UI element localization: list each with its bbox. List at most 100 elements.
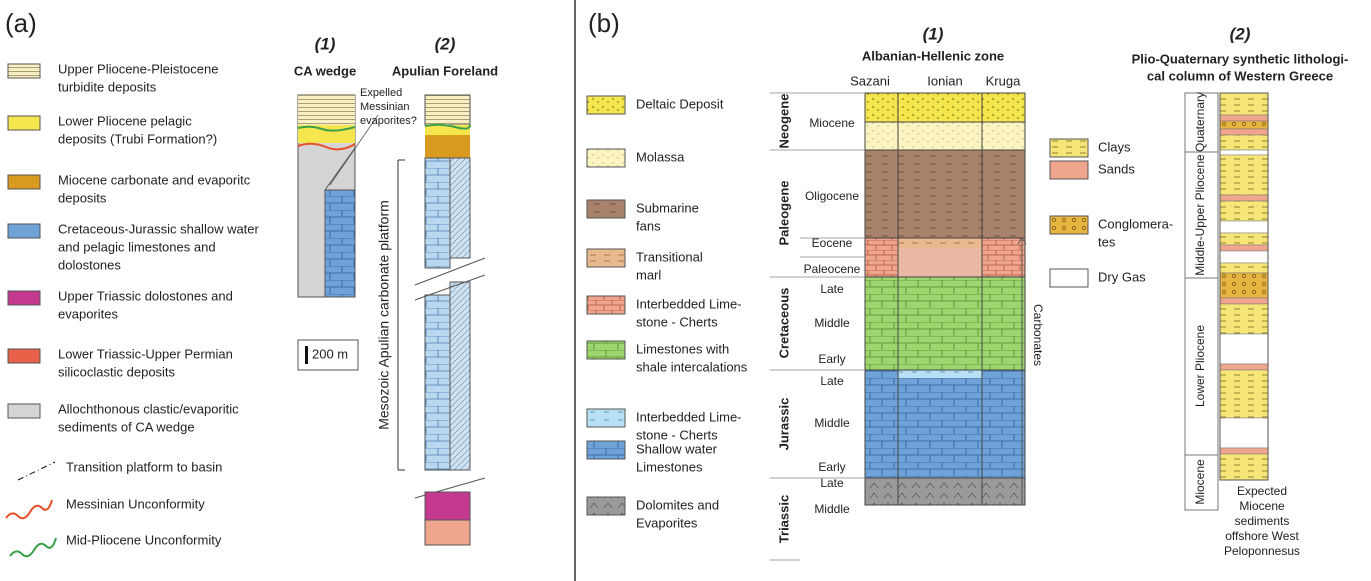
note: Miocene (1239, 499, 1285, 513)
swatch (1050, 161, 1088, 179)
legend-label: Clays (1098, 139, 1131, 154)
layer (1220, 150, 1268, 155)
legend-line (6, 500, 52, 518)
legend-label: Deltaic Deposit (636, 96, 724, 111)
legend-label: Molassa (636, 149, 685, 164)
legend-label: deposits (58, 190, 107, 205)
layer (1220, 273, 1268, 298)
swatch (8, 224, 40, 238)
figure: (a)Upper Pliocene-Pleistoceneturbidite d… (0, 0, 1371, 581)
vertical-label: Mesozoic Apulian carbonate platform (376, 200, 392, 430)
epoch-label: Late (820, 476, 844, 490)
legend-label: marl (636, 267, 661, 282)
note: Expected (1237, 484, 1287, 498)
swatch (1050, 216, 1088, 234)
column-number: (2) (435, 34, 456, 53)
legend-label: Transition platform to basin (66, 459, 222, 474)
swatch (587, 341, 625, 359)
layer (1220, 304, 1268, 334)
swatch (8, 349, 40, 363)
legend-label: Interbedded Lime- (636, 296, 742, 311)
column-title: Albanian-Hellenic zone (862, 48, 1004, 63)
column-number: (2) (1230, 24, 1251, 43)
epoch-label: Late (820, 374, 844, 388)
epoch-label: Middle (814, 502, 850, 516)
epoch-label: Eocene (812, 236, 853, 250)
legend-label: deposits (Trubi Formation?) (58, 131, 217, 146)
annotation: Messinian (360, 101, 410, 113)
swatch (587, 441, 625, 459)
period-label: Neogene (776, 94, 791, 149)
layer (1220, 298, 1268, 304)
swatch (587, 409, 625, 427)
note: Peloponnesus (1224, 544, 1300, 558)
subcolumn-label: Ionian (927, 73, 962, 88)
layer (1220, 221, 1268, 233)
subcolumn-label: Sazani (850, 73, 890, 88)
layer (1220, 454, 1268, 480)
scale-label: 200 m (312, 346, 348, 361)
legend-label: Submarine (636, 200, 699, 215)
legend-label: Conglomera- (1098, 216, 1173, 231)
annotation: Expelled (360, 87, 402, 99)
period-label: Cretaceous (776, 288, 791, 359)
legend-label: evaporites (58, 306, 118, 321)
legend-label: Transitional (636, 249, 703, 264)
legend-label: Limestones with (636, 341, 729, 356)
swatch (587, 497, 625, 515)
swatch (8, 64, 40, 78)
column-title: Plio-Quaternary synthetic lithologi- (1132, 51, 1349, 66)
subcolumn-label: Kruga (986, 73, 1021, 88)
legend-label: Sands (1098, 161, 1135, 176)
swatch (587, 149, 625, 167)
epoch-label: Paleocene (804, 262, 861, 276)
legend-label: stone - Cherts (636, 314, 718, 329)
legend-label: Miocene carbonate and evaporitc (58, 172, 251, 187)
legend-label: silicoclastic deposits (58, 364, 176, 379)
epoch-label: Late (820, 282, 844, 296)
epoch-label: Middle (814, 416, 850, 430)
legend-label: Lower Pliocene pelagic (58, 113, 192, 128)
layer (1220, 448, 1268, 454)
layer (1220, 115, 1268, 121)
layer (1220, 135, 1268, 150)
layer (1220, 251, 1268, 263)
legend-label: and pelagic limestones and (58, 239, 216, 254)
swatch (587, 296, 625, 314)
legend-label: dolostones (58, 257, 121, 272)
layer (1220, 263, 1268, 273)
epoch-label: Early (818, 460, 845, 474)
legend-label: shale intercalations (636, 359, 748, 374)
swatch (587, 96, 625, 114)
epoch-label: Oligocene (805, 189, 859, 203)
epoch-label: Early (818, 352, 845, 366)
layer (1220, 195, 1268, 201)
swatch (8, 175, 40, 189)
swatch (587, 249, 625, 267)
legend-label: Interbedded Lime- (636, 409, 742, 424)
layer (1220, 370, 1268, 418)
swatch (8, 291, 40, 305)
swatch (8, 116, 40, 130)
legend-label: Evaporites (636, 515, 698, 530)
column-title: CA wedge (294, 63, 356, 78)
legend-label: Mid-Pliocene Unconformity (66, 532, 222, 547)
layer (1220, 155, 1268, 195)
legend-label: Upper Triassic dolostones and (58, 288, 233, 303)
column-number: (1) (315, 34, 336, 53)
period-label: Paleogene (776, 180, 791, 245)
layer (1220, 334, 1268, 364)
swatch (1050, 139, 1088, 157)
period-label: Triassic (776, 495, 791, 543)
layer (1220, 121, 1268, 129)
interval-label: Quaternary (1193, 92, 1207, 152)
epoch-label: Middle (814, 316, 850, 330)
layer (1220, 245, 1268, 251)
interval-label: Miocene (1193, 459, 1207, 505)
vertical-label: Carbonates (1031, 304, 1045, 366)
legend-label: tes (1098, 234, 1116, 249)
legend-line (10, 538, 56, 556)
legend-label: Allochthonous clastic/evaporitic (58, 401, 239, 416)
layer (1220, 93, 1268, 115)
epoch-label: Miocene (809, 116, 855, 130)
